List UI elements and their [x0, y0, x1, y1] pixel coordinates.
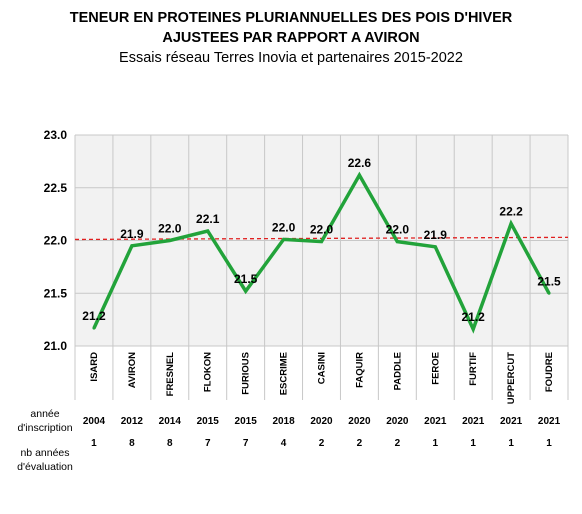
nb-years-value: 1	[470, 438, 476, 449]
chart-subtitle: Essais réseau Terres Inovia et partenair…	[119, 50, 463, 66]
year-inscription-value: 2014	[159, 416, 182, 427]
y-tick-label: 22.0	[44, 234, 68, 248]
year-inscription-value: 2021	[424, 416, 447, 427]
data-point	[168, 239, 172, 242]
nb-years-value: 7	[243, 438, 249, 449]
year-inscription-value: 2020	[386, 416, 409, 427]
year-row-header-line2: d'inscription	[17, 422, 72, 434]
data-point	[206, 229, 210, 233]
category-label: ISARD	[89, 352, 100, 382]
year-inscription-value: 2015	[235, 416, 258, 427]
count-row-header-line2: d'évaluation	[17, 461, 73, 473]
data-label: 21.9	[120, 227, 144, 241]
year-inscription-value: 2015	[197, 416, 220, 427]
data-point	[433, 245, 437, 249]
category-label: FLOKON	[203, 352, 214, 392]
data-point	[357, 173, 361, 177]
category-label: CASINI	[317, 352, 328, 384]
category-label: UPPERCUT	[506, 352, 517, 404]
category-label: FRESNEL	[165, 352, 176, 397]
nb-years-value: 8	[129, 438, 135, 449]
category-label: AVIRON	[127, 352, 138, 388]
nb-years-value: 1	[432, 438, 438, 449]
y-tick-label: 22.5	[44, 181, 68, 195]
data-label: 22.0	[272, 220, 296, 234]
year-row-header-line1: année	[30, 408, 59, 420]
category-label: FOUDRE	[544, 352, 555, 392]
year-inscription-value: 2020	[310, 416, 333, 427]
data-point	[320, 240, 323, 244]
data-label: 22.1	[196, 212, 220, 226]
nb-years-value: 7	[205, 438, 211, 449]
data-label: 22.0	[310, 223, 334, 237]
data-label: 22.0	[386, 223, 410, 237]
nb-years-value: 2	[319, 438, 325, 449]
chart-title-line2: AJUSTEES PAR RAPPORT A AVIRON	[162, 30, 420, 46]
chart-title-line1: TENEUR EN PROTEINES PLURIANNUELLES DES P…	[69, 10, 513, 26]
category-label: ESCRIME	[279, 352, 290, 395]
nb-years-value: 2	[395, 438, 401, 449]
category-label: FEROE	[430, 352, 441, 385]
category-label: FAQUIR	[354, 352, 365, 388]
category-label: PADDLE	[392, 352, 403, 390]
data-point	[244, 289, 248, 293]
nb-years-value: 8	[167, 438, 173, 449]
y-tick-label: 21.0	[44, 339, 68, 353]
category-label: FURIOUS	[241, 352, 252, 395]
year-inscription-value: 2021	[538, 416, 561, 427]
data-label: 22.2	[499, 205, 523, 219]
y-tick-label: 21.5	[44, 286, 68, 300]
data-label: 22.6	[348, 156, 372, 170]
y-tick-label: 23.0	[44, 128, 68, 142]
nb-years-value: 4	[281, 438, 287, 449]
data-label: 21.2	[82, 309, 106, 323]
count-row-header-line1: nb années	[20, 447, 69, 459]
nb-years-value: 1	[546, 438, 552, 449]
data-label: 21.5	[234, 272, 258, 286]
data-label: 21.5	[537, 274, 561, 288]
year-inscription-value: 2012	[121, 416, 144, 427]
data-point	[547, 291, 551, 295]
data-point	[130, 244, 134, 248]
data-label: 21.2	[462, 310, 486, 324]
data-label: 21.9	[424, 228, 448, 242]
nb-years-value: 1	[508, 438, 514, 449]
year-inscription-value: 2018	[272, 416, 295, 427]
data-label: 22.0	[158, 222, 182, 236]
data-point	[471, 327, 475, 331]
nb-years-value: 2	[357, 438, 363, 449]
data-point	[395, 240, 399, 244]
nb-years-value: 1	[91, 438, 97, 449]
data-point	[92, 326, 96, 330]
category-label: FURTIF	[468, 352, 479, 386]
year-inscription-value: 2004	[83, 416, 106, 427]
year-inscription-value: 2020	[348, 416, 371, 427]
data-point	[282, 237, 286, 241]
year-inscription-value: 2021	[500, 416, 523, 427]
year-inscription-value: 2021	[462, 416, 485, 427]
data-point	[509, 222, 513, 226]
